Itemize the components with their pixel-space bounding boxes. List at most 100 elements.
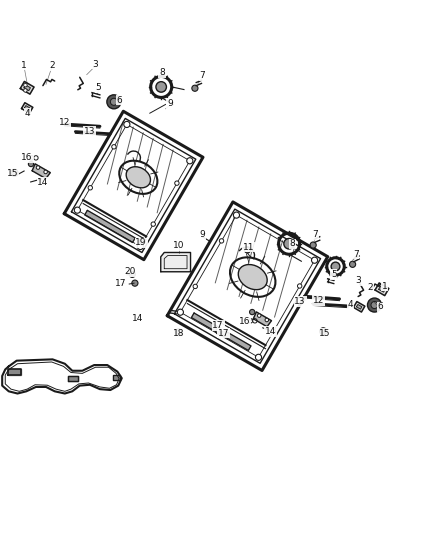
Text: 13: 13 bbox=[84, 127, 95, 136]
Polygon shape bbox=[253, 312, 272, 327]
Circle shape bbox=[233, 212, 240, 218]
Text: 1: 1 bbox=[21, 61, 27, 69]
Text: 10: 10 bbox=[173, 241, 184, 250]
Circle shape bbox=[175, 329, 182, 336]
Text: 18: 18 bbox=[173, 328, 184, 337]
Text: 7: 7 bbox=[312, 230, 318, 239]
Text: 16: 16 bbox=[21, 154, 33, 163]
Text: 7: 7 bbox=[199, 71, 205, 80]
Polygon shape bbox=[353, 302, 365, 312]
Text: 16: 16 bbox=[239, 317, 250, 326]
Polygon shape bbox=[357, 304, 362, 309]
Text: 9: 9 bbox=[167, 99, 173, 108]
Polygon shape bbox=[113, 375, 120, 379]
Text: 14: 14 bbox=[265, 327, 276, 336]
Text: 12: 12 bbox=[59, 118, 71, 127]
Circle shape bbox=[250, 310, 255, 314]
Text: 14: 14 bbox=[37, 178, 49, 187]
Circle shape bbox=[28, 161, 34, 167]
Text: 5: 5 bbox=[95, 83, 102, 92]
Circle shape bbox=[187, 158, 193, 164]
Circle shape bbox=[151, 222, 155, 227]
Circle shape bbox=[34, 156, 38, 160]
Circle shape bbox=[44, 170, 47, 174]
Circle shape bbox=[371, 302, 378, 309]
Circle shape bbox=[24, 84, 27, 87]
Text: 20: 20 bbox=[125, 267, 136, 276]
Circle shape bbox=[177, 309, 184, 316]
Circle shape bbox=[24, 88, 27, 92]
Circle shape bbox=[132, 280, 138, 286]
Circle shape bbox=[193, 284, 198, 288]
Text: 17: 17 bbox=[115, 279, 126, 288]
Circle shape bbox=[129, 271, 135, 278]
Text: 6: 6 bbox=[116, 95, 122, 104]
Circle shape bbox=[156, 82, 166, 92]
Circle shape bbox=[74, 207, 81, 213]
Circle shape bbox=[350, 261, 356, 268]
Circle shape bbox=[110, 98, 117, 106]
Circle shape bbox=[124, 122, 130, 127]
Circle shape bbox=[219, 239, 224, 243]
Text: 9: 9 bbox=[199, 230, 205, 239]
Circle shape bbox=[139, 238, 145, 244]
Text: 15: 15 bbox=[7, 169, 18, 178]
Text: 6: 6 bbox=[377, 302, 383, 311]
Circle shape bbox=[29, 156, 34, 160]
Polygon shape bbox=[68, 376, 78, 381]
Circle shape bbox=[310, 242, 316, 248]
Polygon shape bbox=[32, 164, 50, 179]
Circle shape bbox=[11, 169, 18, 176]
Circle shape bbox=[244, 247, 251, 253]
Text: 2: 2 bbox=[49, 61, 54, 70]
Text: 5: 5 bbox=[331, 270, 337, 279]
Text: 4: 4 bbox=[25, 109, 30, 118]
Text: 15: 15 bbox=[319, 328, 331, 337]
Polygon shape bbox=[375, 283, 389, 296]
Polygon shape bbox=[85, 211, 135, 243]
Circle shape bbox=[271, 329, 276, 334]
Circle shape bbox=[320, 328, 327, 335]
Polygon shape bbox=[20, 82, 34, 94]
Circle shape bbox=[175, 181, 179, 185]
Text: 1: 1 bbox=[381, 282, 388, 290]
Circle shape bbox=[36, 166, 40, 169]
Text: 3: 3 bbox=[92, 60, 99, 69]
Text: 14: 14 bbox=[132, 314, 144, 322]
Circle shape bbox=[331, 262, 340, 271]
Text: 12: 12 bbox=[313, 296, 325, 305]
Ellipse shape bbox=[238, 264, 267, 289]
Text: 7: 7 bbox=[353, 250, 359, 259]
Text: 13: 13 bbox=[294, 297, 306, 306]
Text: 17: 17 bbox=[212, 321, 224, 330]
Circle shape bbox=[88, 185, 92, 190]
Circle shape bbox=[284, 238, 294, 249]
Circle shape bbox=[107, 95, 121, 109]
Circle shape bbox=[255, 354, 261, 360]
Circle shape bbox=[248, 319, 253, 323]
Circle shape bbox=[311, 257, 318, 263]
Text: 19: 19 bbox=[135, 238, 147, 247]
Circle shape bbox=[137, 244, 143, 249]
Text: 8: 8 bbox=[159, 68, 165, 77]
Circle shape bbox=[297, 284, 302, 288]
Text: 3: 3 bbox=[355, 276, 361, 285]
Polygon shape bbox=[25, 106, 30, 110]
Polygon shape bbox=[379, 286, 385, 292]
Polygon shape bbox=[161, 253, 191, 272]
Polygon shape bbox=[8, 369, 21, 375]
Text: 2: 2 bbox=[367, 283, 373, 292]
Circle shape bbox=[258, 314, 261, 317]
Circle shape bbox=[216, 328, 222, 334]
Circle shape bbox=[265, 318, 268, 322]
Circle shape bbox=[367, 298, 381, 312]
Ellipse shape bbox=[126, 167, 151, 188]
Text: 17: 17 bbox=[218, 328, 229, 337]
Text: 8: 8 bbox=[290, 239, 296, 248]
Text: 4: 4 bbox=[348, 300, 353, 309]
Polygon shape bbox=[21, 103, 33, 113]
Polygon shape bbox=[191, 313, 251, 350]
Circle shape bbox=[112, 144, 116, 149]
Text: 11: 11 bbox=[243, 243, 254, 252]
Circle shape bbox=[253, 319, 257, 323]
